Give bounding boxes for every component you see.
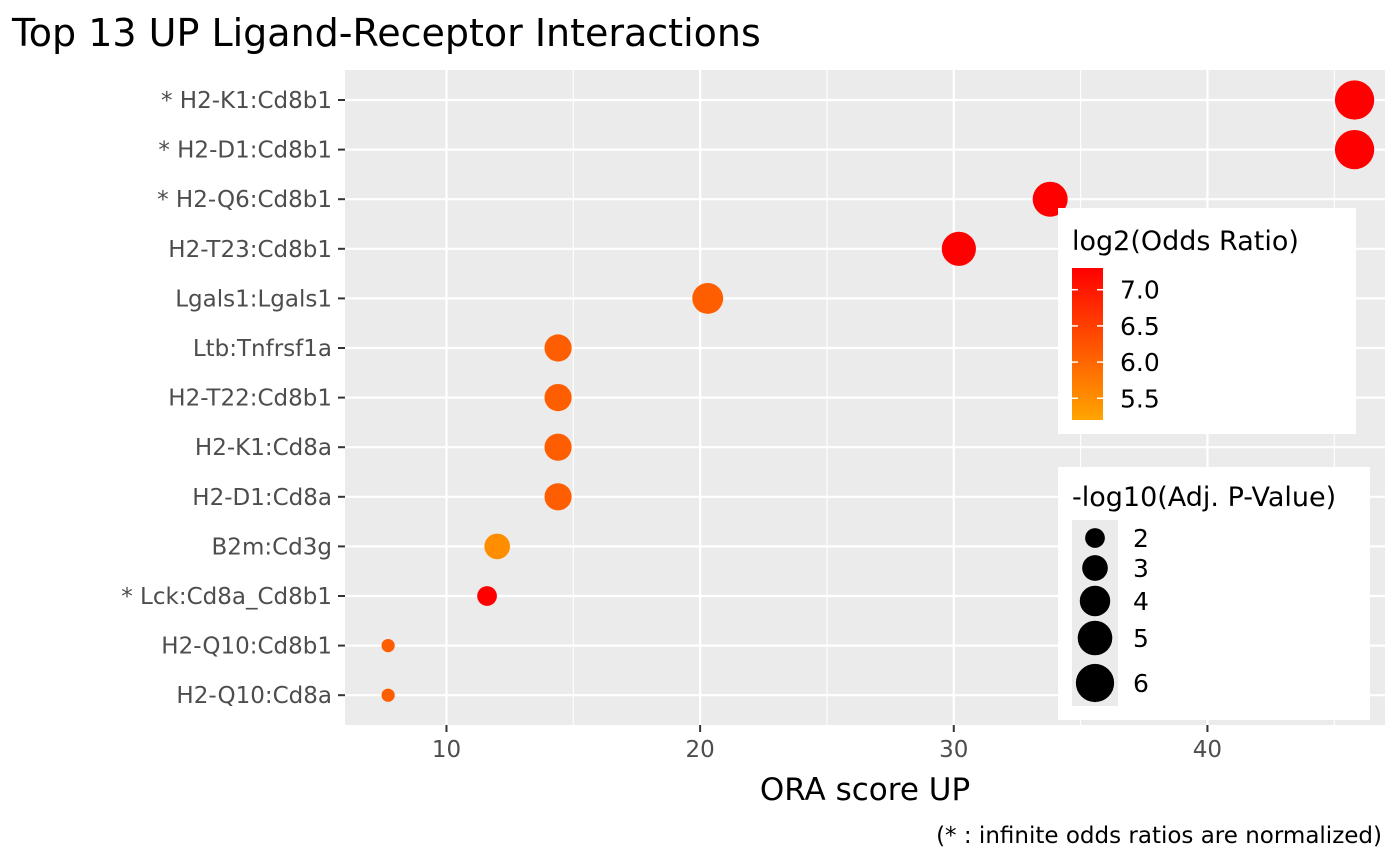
chart-title: Top 13 UP Ligand-Receptor Interactions bbox=[11, 11, 761, 55]
x-tick-label: 40 bbox=[1193, 737, 1222, 763]
y-tick-label: * H2-D1:Cd8b1 bbox=[158, 138, 332, 164]
y-tick-label: * Lck:Cd8a_Cd8b1 bbox=[121, 584, 332, 610]
size-legend-key bbox=[1075, 663, 1115, 703]
x-tick-label: 10 bbox=[432, 737, 461, 763]
data-point bbox=[544, 384, 572, 412]
size-legend-items: 23 4 5 6 bbox=[1075, 524, 1149, 703]
size-legend-key bbox=[1082, 555, 1108, 581]
color-legend-box bbox=[1058, 208, 1356, 434]
color-legend-label: 6.5 bbox=[1120, 312, 1160, 341]
size-legend-title: -log10(Adj. P-Value) bbox=[1072, 482, 1336, 513]
y-tick-label: H2-Q10:Cd8b1 bbox=[161, 634, 332, 660]
y-tick-label: Ltb:Tnfrsf1a bbox=[193, 336, 332, 362]
size-legend-label: 4 bbox=[1133, 587, 1149, 616]
y-tick-label: H2-D1:Cd8a bbox=[192, 485, 332, 511]
size-legend-key bbox=[1079, 585, 1111, 617]
size-legend: -log10(Adj. P-Value) 23 4 5 6 bbox=[1058, 467, 1370, 720]
y-tick-label: H2-Q10:Cd8a bbox=[176, 683, 332, 709]
y-tick-label: * H2-Q6:Cd8b1 bbox=[157, 187, 332, 213]
y-tick-label: B2m:Cd3g bbox=[212, 534, 332, 560]
data-point bbox=[544, 483, 572, 511]
x-tick-label: 30 bbox=[939, 737, 968, 763]
y-axis-labels: * H2-K1:Cd8b1 * H2-D1:Cd8b1 * H2-Q6:Cd8b1 H… bbox=[121, 88, 332, 709]
size-legend-key bbox=[1077, 620, 1113, 656]
data-point bbox=[1334, 80, 1375, 120]
size-legend-key bbox=[1085, 528, 1105, 548]
color-legend-label: 6.0 bbox=[1120, 348, 1160, 377]
data-point bbox=[1032, 181, 1068, 217]
y-tick-label: Lgals1:Lgals1 bbox=[175, 286, 332, 312]
data-point bbox=[381, 688, 395, 702]
data-point bbox=[1334, 129, 1375, 170]
y-tick-label: * H2-K1:Cd8b1 bbox=[161, 88, 332, 114]
y-tick-label: H2-K1:Cd8a bbox=[195, 435, 332, 461]
data-points bbox=[381, 80, 1375, 702]
size-legend-label: 2 bbox=[1133, 524, 1149, 553]
size-legend-label: 5 bbox=[1133, 624, 1149, 653]
data-point bbox=[692, 282, 724, 314]
data-point bbox=[941, 231, 976, 266]
y-tick-marks bbox=[338, 99, 345, 697]
data-point bbox=[381, 638, 395, 653]
x-tick-label: 20 bbox=[685, 737, 714, 763]
data-point bbox=[544, 433, 572, 461]
data-point bbox=[544, 334, 572, 362]
color-legend-label: 5.5 bbox=[1120, 384, 1160, 413]
color-legend-ticks: 7.0 6.5 6.0 5.5 bbox=[1072, 276, 1160, 413]
data-point bbox=[477, 586, 497, 606]
y-tick-label: H2-T22:Cd8b1 bbox=[168, 386, 332, 412]
color-legend: log2(Odds Ratio) 7.0 6.5 6.0 5.5 bbox=[1058, 208, 1356, 434]
data-point bbox=[484, 533, 511, 560]
size-legend-label: 3 bbox=[1133, 554, 1149, 583]
color-legend-title: log2(Odds Ratio) bbox=[1072, 226, 1299, 257]
size-legend-label: 6 bbox=[1133, 669, 1149, 698]
color-legend-bar bbox=[1072, 268, 1103, 420]
chart-caption: (* : infinite odds ratios are normalized… bbox=[936, 823, 1382, 849]
x-axis-title: ORA score UP bbox=[760, 772, 970, 808]
y-tick-label: H2-T23:Cd8b1 bbox=[168, 237, 332, 263]
x-axis-ticks: 10 20 30 40 bbox=[432, 725, 1222, 763]
color-legend-label: 7.0 bbox=[1120, 276, 1160, 305]
